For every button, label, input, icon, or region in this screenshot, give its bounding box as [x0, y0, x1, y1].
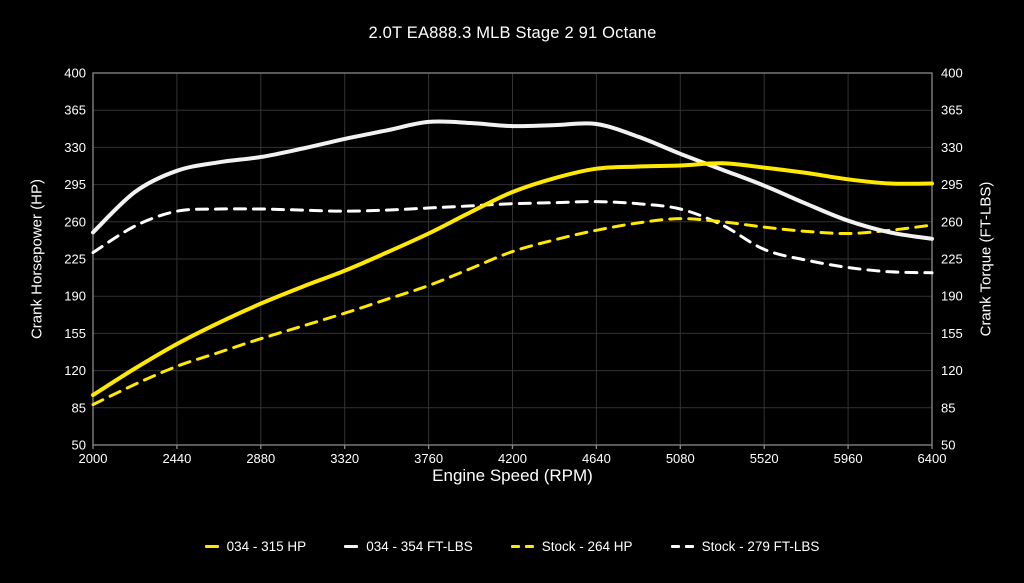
svg-text:3320: 3320	[330, 451, 359, 466]
series-line-0	[91, 161, 934, 397]
y-axis-label-left: Crank Horsepower (HP)	[28, 178, 46, 340]
svg-text:260: 260	[64, 214, 86, 229]
legend-label: 034 - 315 HP	[226, 538, 307, 554]
svg-text:3760: 3760	[414, 451, 443, 466]
series-line-1	[91, 119, 934, 241]
legend-item-stock-hp: Stock - 264 HP	[510, 538, 633, 554]
svg-text:365: 365	[64, 103, 86, 118]
chart-legend: 034 - 315 HP 034 - 354 FT-LBS Stock - 26…	[0, 535, 1024, 557]
svg-text:330: 330	[64, 140, 86, 155]
svg-text:190: 190	[64, 289, 86, 304]
chart-title: 2.0T EA888.3 MLB Stage 2 91 Octane	[368, 24, 657, 42]
legend-marker-solid-white-icon	[344, 544, 359, 548]
svg-text:2440: 2440	[162, 451, 191, 466]
x-axis-label: Engine Speed (RPM)	[432, 466, 593, 485]
svg-text:295: 295	[941, 177, 963, 192]
svg-text:365: 365	[941, 103, 963, 118]
svg-text:400: 400	[64, 66, 86, 81]
svg-text:4640: 4640	[582, 451, 611, 466]
svg-text:85: 85	[72, 400, 86, 415]
svg-text:190: 190	[941, 289, 963, 304]
legend-item-034-hp: 034 - 315 HP	[204, 538, 307, 554]
svg-text:50: 50	[941, 438, 955, 453]
svg-text:50: 50	[72, 438, 86, 453]
svg-text:330: 330	[941, 140, 963, 155]
svg-text:295: 295	[64, 177, 86, 192]
legend-item-stock-torque: Stock - 279 FT-LBS	[670, 538, 820, 554]
legend-label: 034 - 354 FT-LBS	[366, 538, 473, 554]
svg-text:2000: 2000	[79, 451, 108, 466]
series-line-3	[91, 200, 934, 275]
svg-text:120: 120	[64, 363, 86, 378]
svg-text:4200: 4200	[498, 451, 527, 466]
legend-label: Stock - 279 FT-LBS	[701, 538, 820, 554]
svg-text:85: 85	[941, 400, 955, 415]
svg-text:225: 225	[941, 252, 963, 267]
legend-label: Stock - 264 HP	[541, 538, 633, 554]
svg-text:5080: 5080	[666, 451, 695, 466]
legend-item-034-torque: 034 - 354 FT-LBS	[344, 539, 473, 554]
svg-text:400: 400	[941, 66, 963, 81]
svg-text:5960: 5960	[834, 451, 863, 466]
svg-text:5520: 5520	[750, 451, 779, 466]
svg-text:225: 225	[64, 252, 86, 267]
svg-text:120: 120	[941, 363, 963, 378]
svg-text:6400: 6400	[918, 451, 947, 466]
legend-marker-solid-yellow-icon	[204, 544, 219, 548]
legend-marker-dashed-white-icon	[670, 544, 694, 548]
svg-text:155: 155	[941, 326, 963, 341]
series-line-2	[91, 217, 934, 407]
svg-text:155: 155	[64, 326, 86, 341]
y-axis-label-right: Crank Torque (FT-LBS)	[977, 181, 995, 337]
svg-text:2880: 2880	[246, 451, 275, 466]
svg-text:260: 260	[941, 214, 963, 229]
legend-marker-dashed-yellow-icon	[510, 544, 534, 548]
